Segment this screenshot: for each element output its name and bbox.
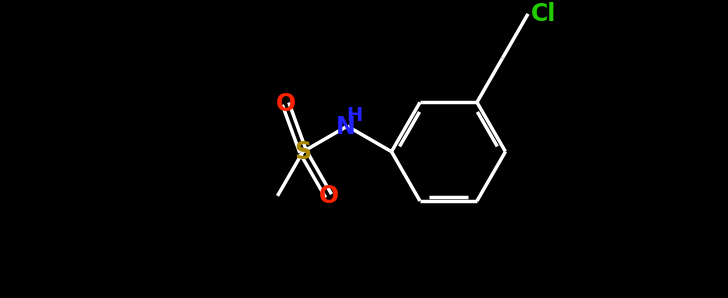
Text: O: O — [275, 92, 296, 116]
Text: N: N — [336, 115, 355, 139]
Text: H: H — [346, 106, 363, 125]
Text: O: O — [319, 184, 339, 208]
Text: S: S — [294, 140, 312, 164]
Text: Cl: Cl — [531, 2, 556, 26]
